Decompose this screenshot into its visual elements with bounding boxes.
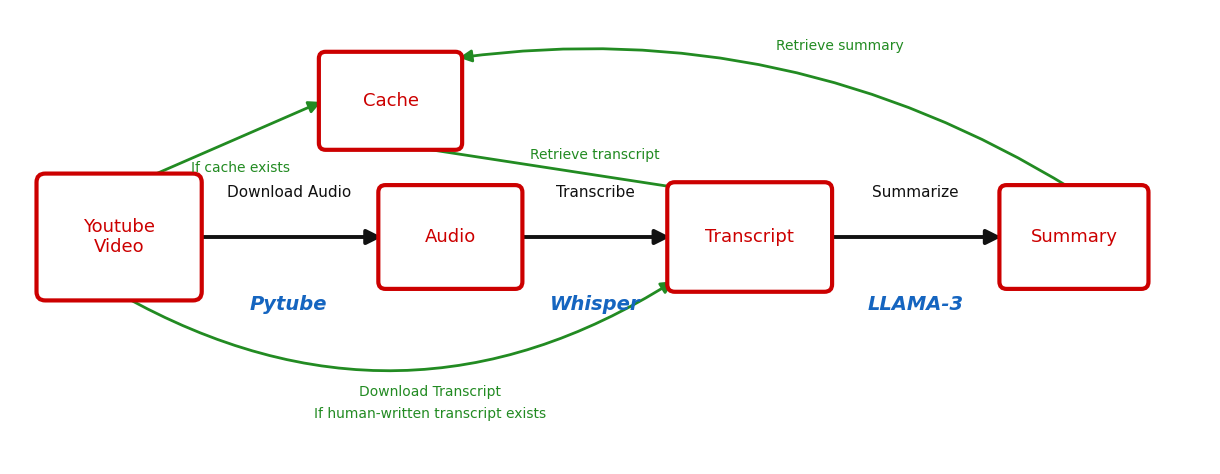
Text: Download Transcript: Download Transcript (360, 385, 501, 399)
Text: Retrieve transcript: Retrieve transcript (531, 148, 660, 163)
FancyBboxPatch shape (318, 52, 462, 150)
Text: Pytube: Pytube (250, 295, 327, 314)
Text: Retrieve summary: Retrieve summary (776, 39, 903, 53)
Text: LLAMA-3: LLAMA-3 (867, 295, 964, 314)
Text: If cache exists: If cache exists (192, 162, 290, 175)
Text: If human-written transcript exists: If human-written transcript exists (315, 407, 547, 421)
Text: Download Audio: Download Audio (227, 185, 351, 200)
FancyBboxPatch shape (378, 185, 522, 289)
Text: Youtube
Video: Youtube Video (83, 218, 155, 256)
Text: Whisper: Whisper (550, 295, 640, 314)
Text: Summarize: Summarize (872, 185, 959, 200)
FancyBboxPatch shape (667, 182, 832, 292)
FancyBboxPatch shape (999, 185, 1148, 289)
Text: Transcript: Transcript (705, 228, 794, 246)
Text: Cache: Cache (362, 92, 418, 110)
FancyBboxPatch shape (37, 173, 201, 301)
Text: Audio: Audio (425, 228, 476, 246)
Text: Transcribe: Transcribe (555, 185, 634, 200)
Text: Summary: Summary (1031, 228, 1118, 246)
